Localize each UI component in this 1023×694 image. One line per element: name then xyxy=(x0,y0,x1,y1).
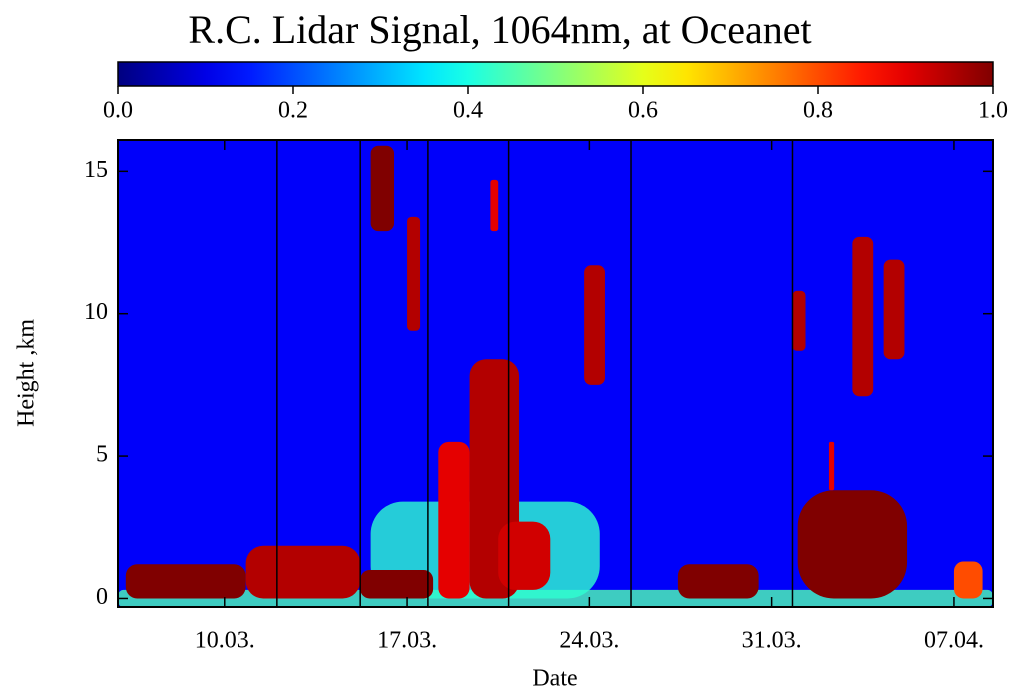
x-tick-label: 31.03. xyxy=(742,628,802,654)
colorbar-tick-label: 0.6 xyxy=(628,98,658,124)
colorbar-tick-label: 0.4 xyxy=(453,98,483,124)
y-axis-label: Height ,km xyxy=(14,319,40,427)
x-tick-label: 24.03. xyxy=(559,628,619,654)
colorbar xyxy=(117,61,994,87)
colorbar-tick-label: 1.0 xyxy=(978,98,1008,124)
heatmap-region xyxy=(490,179,499,232)
plot-area xyxy=(118,140,993,607)
colorbar-tick-label: 0.8 xyxy=(803,98,833,124)
colorbar-tick-label: 0.0 xyxy=(103,98,133,124)
heatmap-region xyxy=(125,564,246,599)
y-tick-label: 10 xyxy=(84,299,108,325)
heatmap-region xyxy=(797,490,908,599)
heatmap-region xyxy=(852,236,874,397)
x-tick-label: 10.03. xyxy=(195,628,255,654)
heatmap-region xyxy=(953,561,983,599)
y-tick-label: 5 xyxy=(96,442,108,468)
y-tick-label: 15 xyxy=(84,157,108,183)
heatmap-region xyxy=(407,216,421,331)
heatmap-region xyxy=(360,569,434,599)
heatmap-region xyxy=(370,145,395,232)
y-tick-label: 0 xyxy=(96,584,108,610)
heatmap-region xyxy=(438,441,470,599)
x-tick-label: 07.04. xyxy=(924,628,984,654)
heatmap-region xyxy=(584,265,605,385)
x-axis-label: Date xyxy=(532,666,577,692)
colorbar-tick-label: 0.2 xyxy=(278,98,308,124)
heatmap-region xyxy=(792,290,806,351)
heatmap-region xyxy=(828,441,835,491)
heatmap-region xyxy=(883,259,905,360)
chart-title: R.C. Lidar Signal, 1064nm, at Oceanet xyxy=(188,7,811,52)
heatmap-region xyxy=(245,545,361,599)
heatmap-region xyxy=(498,521,551,590)
plot-frame xyxy=(117,139,994,608)
heatmap-region xyxy=(677,564,759,599)
x-tick-label: 17.03. xyxy=(377,628,437,654)
